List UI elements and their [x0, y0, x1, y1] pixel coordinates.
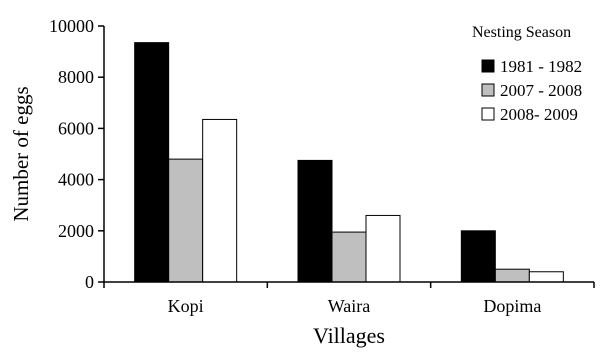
bar-waira-series-2 — [331, 231, 367, 283]
y-tick-label: 8000 — [58, 67, 94, 87]
y-axis-title: Number of eggs — [9, 86, 33, 221]
bar-dopima-series-3 — [528, 271, 564, 283]
legend-label-3: 2008- 2009 — [500, 105, 578, 124]
bars-layer — [134, 42, 564, 283]
x-tick-label-dopima: Dopima — [483, 296, 541, 316]
ticks-layer: 0 2000 4000 6000 8000 10000 Kopi Waira Dopima — [49, 16, 595, 316]
legend-swatch-1 — [481, 59, 495, 73]
x-tick-label-kopi: Kopi — [168, 296, 204, 316]
y-tick-label: 4000 — [58, 170, 94, 190]
x-axis-title: Villages — [313, 323, 385, 348]
y-tick-label: 0 — [85, 272, 94, 292]
x-tick-label-waira: Waira — [328, 296, 371, 316]
y-tick-label: 2000 — [58, 221, 94, 241]
legend-label-1: 1981 - 1982 — [500, 57, 582, 76]
bar-kopi-series-2 — [168, 158, 204, 283]
bar-waira-series-1 — [297, 159, 333, 283]
y-tick-label: 10000 — [49, 16, 94, 36]
bar-waira-series-3 — [365, 214, 401, 283]
legend-label-2: 2007 - 2008 — [500, 81, 582, 100]
legend: Nesting Season 1981 - 1982 2007 - 2008 200… — [472, 24, 582, 124]
legend-swatch-3 — [481, 107, 495, 121]
y-tick-label: 6000 — [58, 118, 94, 138]
bar-kopi-series-3 — [202, 118, 238, 283]
bar-dopima-series-1 — [460, 230, 496, 283]
bar-kopi-series-1 — [134, 42, 170, 283]
legend-swatch-2 — [481, 83, 495, 97]
legend-title: Nesting Season — [472, 24, 571, 41]
bar-dopima-series-2 — [494, 268, 530, 283]
